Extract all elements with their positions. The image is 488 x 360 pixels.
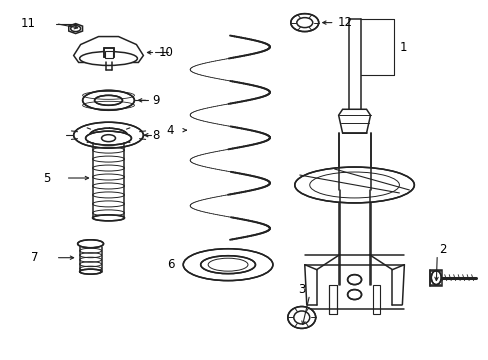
Text: 9: 9 xyxy=(152,94,160,107)
Ellipse shape xyxy=(287,306,315,328)
Text: 7: 7 xyxy=(31,251,38,264)
Ellipse shape xyxy=(82,90,134,110)
Text: 6: 6 xyxy=(166,258,174,271)
Ellipse shape xyxy=(347,289,361,300)
Text: 12: 12 xyxy=(337,16,352,29)
Ellipse shape xyxy=(74,122,143,148)
Ellipse shape xyxy=(200,256,255,274)
Text: 11: 11 xyxy=(21,17,36,30)
Bar xyxy=(328,285,336,315)
Ellipse shape xyxy=(430,271,440,285)
Bar xyxy=(104,50,112,58)
Text: 3: 3 xyxy=(297,283,305,296)
Polygon shape xyxy=(74,37,143,62)
Polygon shape xyxy=(338,109,370,133)
Ellipse shape xyxy=(89,128,127,142)
Ellipse shape xyxy=(347,275,361,285)
Ellipse shape xyxy=(290,14,318,32)
Text: 5: 5 xyxy=(42,171,50,185)
Ellipse shape xyxy=(294,167,413,203)
Ellipse shape xyxy=(80,269,102,274)
Text: 2: 2 xyxy=(438,243,446,256)
Bar xyxy=(103,48,113,58)
Ellipse shape xyxy=(183,249,272,280)
Text: 8: 8 xyxy=(152,129,160,142)
Polygon shape xyxy=(429,270,441,285)
Ellipse shape xyxy=(94,95,122,105)
Text: 1: 1 xyxy=(399,41,406,54)
Ellipse shape xyxy=(92,215,124,221)
Ellipse shape xyxy=(85,131,131,145)
Ellipse shape xyxy=(80,51,137,66)
Text: 10: 10 xyxy=(158,46,173,59)
Ellipse shape xyxy=(78,240,103,248)
Text: 4: 4 xyxy=(166,124,174,137)
Bar xyxy=(372,285,380,315)
